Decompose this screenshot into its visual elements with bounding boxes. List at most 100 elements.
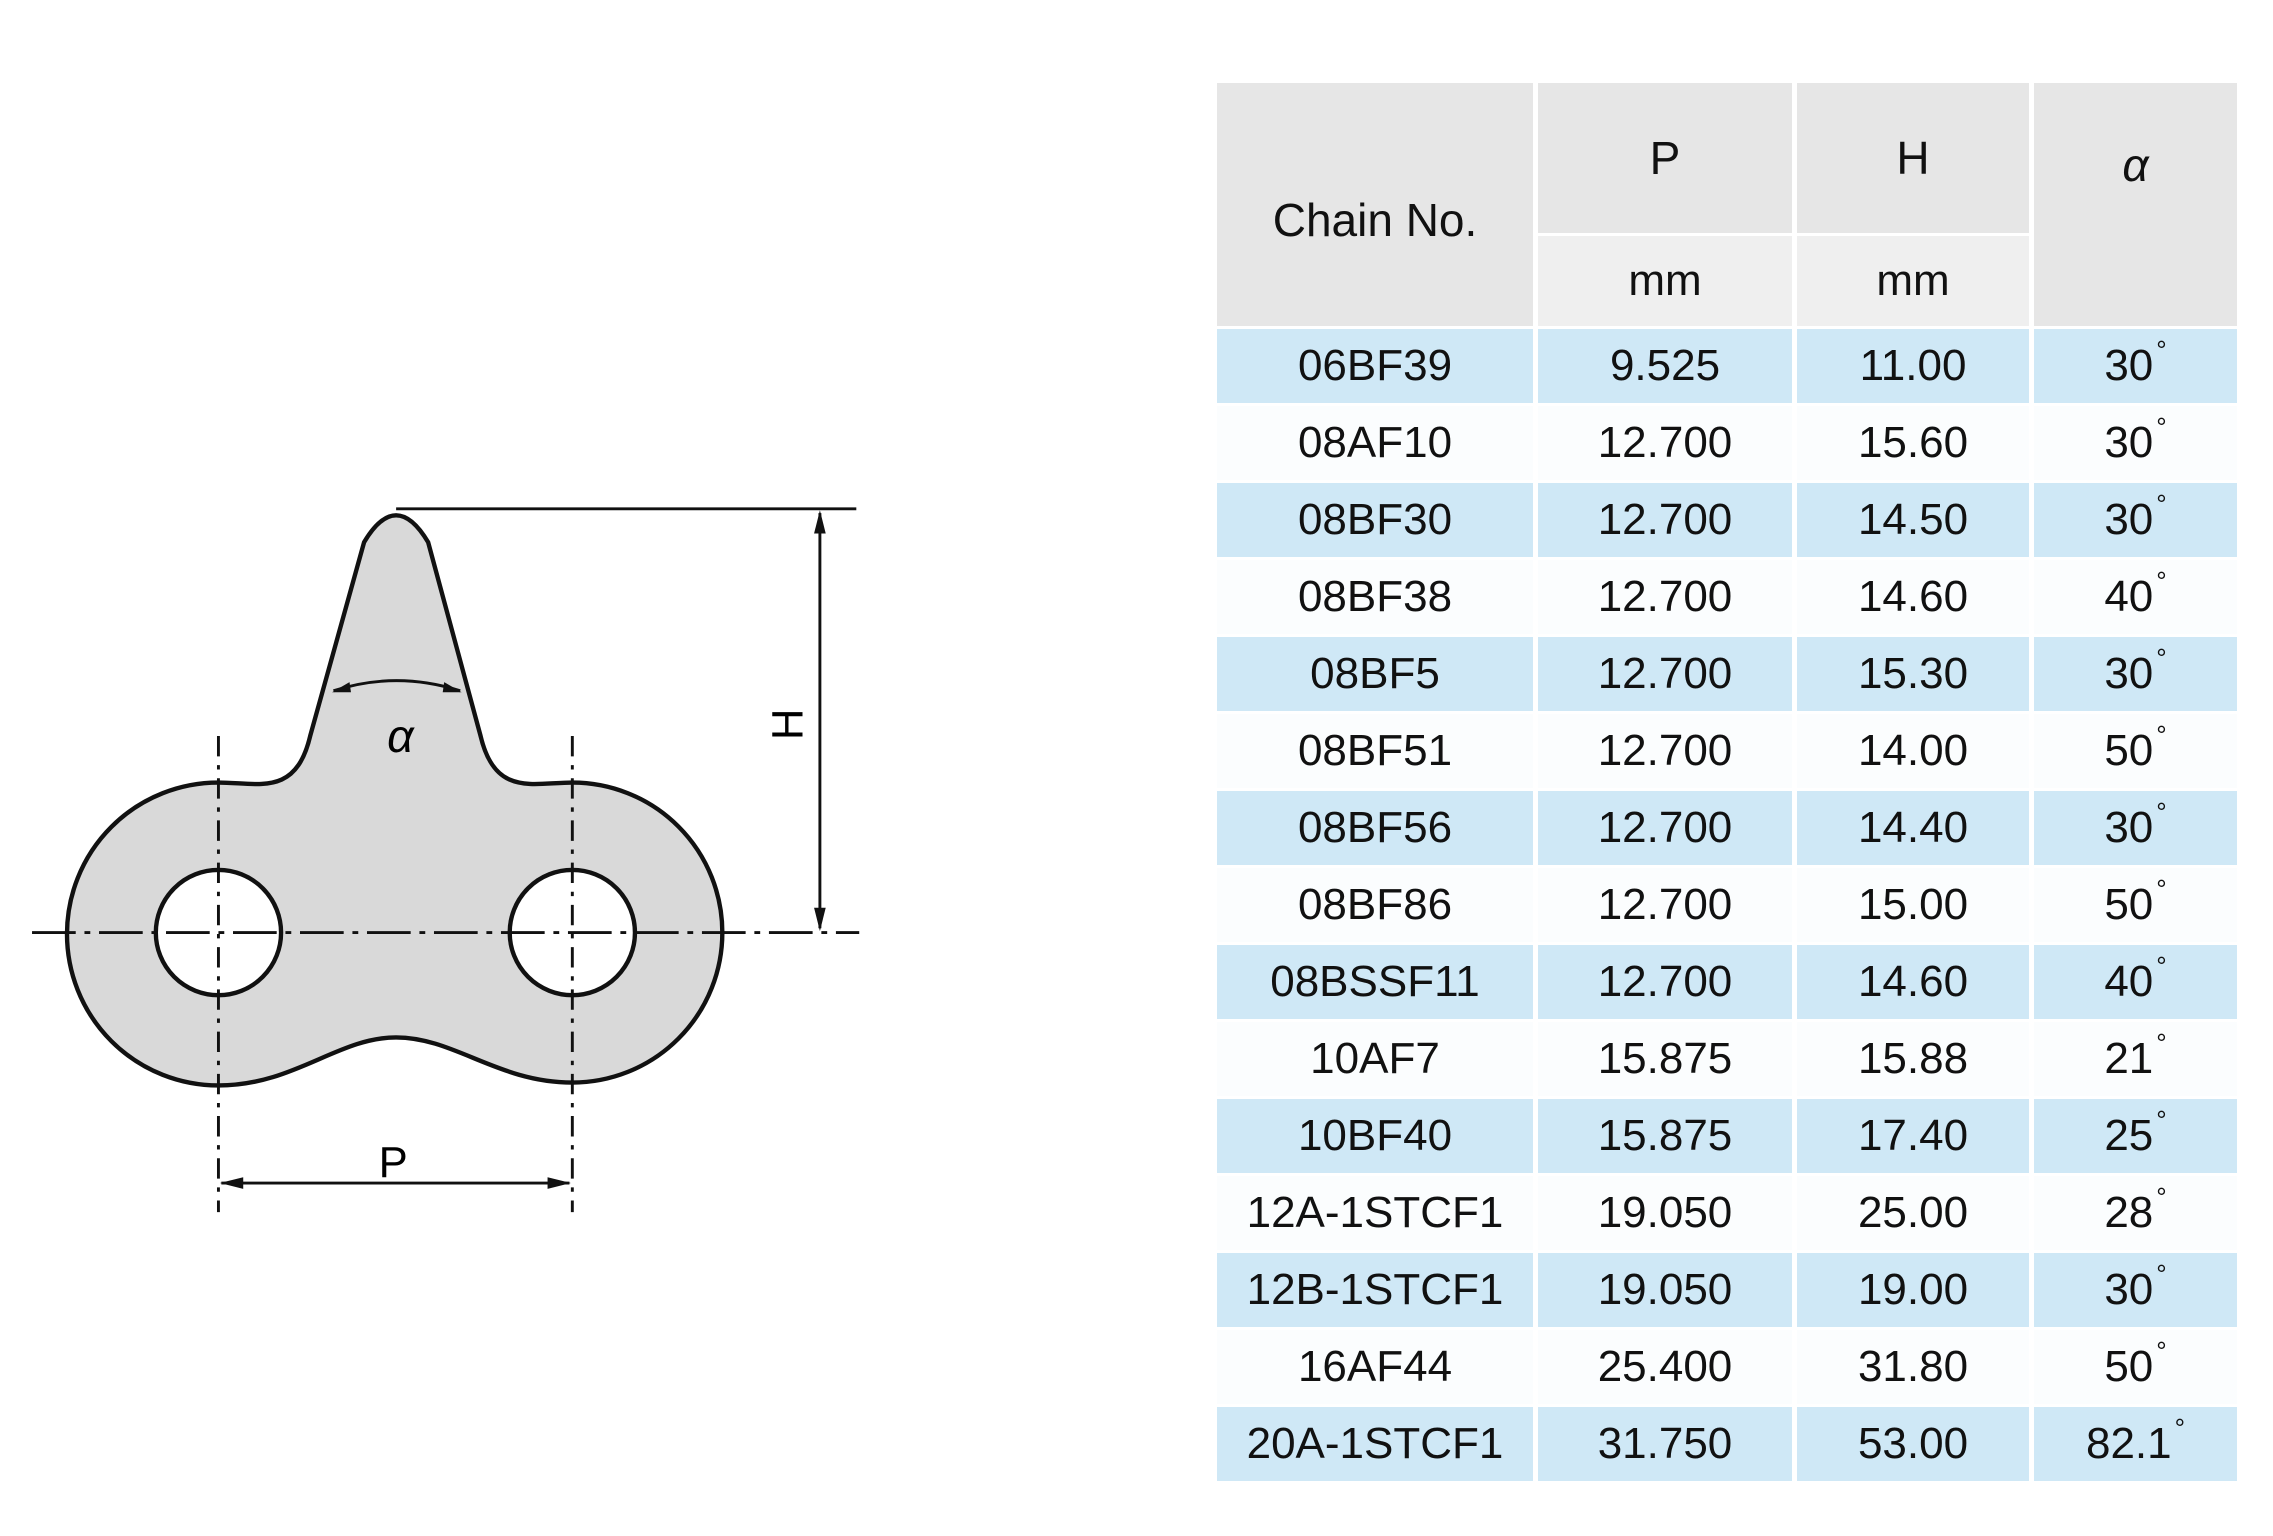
cell-chain-no: 10AF7 <box>1217 1022 1533 1096</box>
angle-label: α <box>387 710 415 762</box>
cell-p: 15.875 <box>1538 1099 1792 1173</box>
cell-chain-no-value: 08BF86 <box>1297 880 1453 929</box>
angle-arrow-right <box>442 682 462 693</box>
cell-p: 19.050 <box>1538 1176 1792 1250</box>
cell-p-value: 25.400 <box>1597 1342 1733 1391</box>
table-row: 08BSSF11 12.700 14.60 40 ° <box>1217 945 2237 1019</box>
cell-h: 15.30 <box>1797 637 2029 711</box>
cell-chain-no-value: 08AF10 <box>1297 418 1453 467</box>
cell-chain-no: 08BF56 <box>1217 791 1533 865</box>
table-row: 10AF7 15.875 15.88 21 ° <box>1217 1022 2237 1096</box>
cell-p-value: 12.700 <box>1597 726 1733 775</box>
angle-arrow-left <box>332 682 351 693</box>
cell-p: 19.050 <box>1538 1253 1792 1327</box>
cell-alpha-value: 30 <box>2104 418 2154 467</box>
pitch-arrow-right <box>547 1177 571 1189</box>
cell-chain-no: 06BF39 <box>1217 329 1533 403</box>
cell-chain-no: 08BSSF11 <box>1217 945 1533 1019</box>
cell-h: 14.00 <box>1797 714 2029 788</box>
cell-chain-no-value: 08BSSF11 <box>1270 957 1480 1006</box>
degree-symbol: ° <box>2156 566 2167 596</box>
cell-p: 12.700 <box>1538 483 1792 557</box>
cell-chain-no-value: 20A-1STCF1 <box>1246 1419 1504 1468</box>
cell-p: 31.750 <box>1538 1407 1792 1481</box>
degree-symbol: ° <box>2156 412 2167 442</box>
cell-p: 25.400 <box>1538 1330 1792 1404</box>
cell-p: 12.700 <box>1538 868 1792 942</box>
cell-alpha: 21 ° <box>2034 1022 2237 1096</box>
cell-alpha: 40 ° <box>2034 945 2237 1019</box>
cell-alpha-value: 82.1 <box>2085 1419 2172 1468</box>
cell-alpha: 30 ° <box>2034 637 2237 711</box>
cell-p: 9.525 <box>1538 329 1792 403</box>
degree-symbol: ° <box>2156 874 2167 904</box>
table-row: 12B-1STCF1 19.050 19.00 30 ° <box>1217 1253 2237 1327</box>
cell-chain-no: 08BF30 <box>1217 483 1533 557</box>
cell-alpha-value: 30 <box>2104 649 2154 698</box>
cell-h-value: 15.88 <box>1857 1034 1969 1083</box>
cell-h: 11.00 <box>1797 329 2029 403</box>
cell-alpha-value: 50 <box>2104 726 2154 775</box>
cell-p-value: 31.750 <box>1597 1419 1733 1468</box>
cell-chain-no-value: 08BF51 <box>1297 726 1453 775</box>
cell-alpha-value: 40 <box>2104 572 2154 621</box>
cell-h: 19.00 <box>1797 1253 2029 1327</box>
cell-p-value: 19.050 <box>1597 1188 1733 1237</box>
cell-h-value: 15.00 <box>1857 880 1969 929</box>
cell-alpha-value: 30 <box>2104 341 2154 390</box>
cell-chain-no-value: 08BF5 <box>1310 649 1440 698</box>
cell-h: 53.00 <box>1797 1407 2029 1481</box>
cell-p-value: 12.700 <box>1597 803 1733 852</box>
cell-alpha: 30 ° <box>2034 329 2237 403</box>
table-row: 08BF38 12.700 14.60 40 ° <box>1217 560 2237 634</box>
table-row: 06BF39 9.525 11.00 30 ° <box>1217 329 2237 403</box>
cell-p: 12.700 <box>1538 945 1792 1019</box>
cell-alpha: 30 ° <box>2034 1253 2237 1327</box>
cell-p-value: 12.700 <box>1597 880 1733 929</box>
cell-alpha: 50 ° <box>2034 1330 2237 1404</box>
cell-h-value: 14.40 <box>1857 803 1969 852</box>
cell-chain-no: 08BF5 <box>1217 637 1533 711</box>
table-row: 08BF5 12.700 15.30 30 ° <box>1217 637 2237 711</box>
cell-p: 12.700 <box>1538 714 1792 788</box>
cell-h-value: 53.00 <box>1857 1419 1969 1468</box>
cell-chain-no-value: 06BF39 <box>1297 341 1453 390</box>
cell-p-value: 19.050 <box>1597 1265 1733 1314</box>
cell-p-value: 9.525 <box>1609 341 1721 390</box>
cell-chain-no-value: 12B-1STCF1 <box>1246 1265 1504 1314</box>
cell-h: 15.00 <box>1797 868 2029 942</box>
cell-h-value: 15.60 <box>1857 418 1969 467</box>
table-row: 08BF86 12.700 15.00 50 ° <box>1217 868 2237 942</box>
cell-alpha-value: 30 <box>2104 803 2154 852</box>
cell-h: 14.60 <box>1797 560 2029 634</box>
cell-p-value: 15.875 <box>1597 1111 1733 1160</box>
cell-h-value: 11.00 <box>1859 341 1967 390</box>
cell-p: 15.875 <box>1538 1022 1792 1096</box>
cell-h-value: 31.80 <box>1857 1342 1969 1391</box>
cell-alpha: 30 ° <box>2034 406 2237 480</box>
cell-alpha: 82.1 ° <box>2034 1407 2237 1481</box>
cell-chain-no: 12A-1STCF1 <box>1217 1176 1533 1250</box>
cell-chain-no-value: 08BF38 <box>1297 572 1453 621</box>
table-row: 08BF56 12.700 14.40 30 ° <box>1217 791 2237 865</box>
cell-chain-no-value: 10AF7 <box>1310 1034 1440 1083</box>
degree-symbol: ° <box>2156 720 2167 750</box>
degree-symbol: ° <box>2156 1259 2167 1289</box>
degree-symbol: ° <box>2156 1028 2167 1058</box>
degree-symbol: ° <box>2156 1336 2167 1366</box>
cell-p-value: 12.700 <box>1597 957 1733 1006</box>
table-row: 08BF30 12.700 14.50 30 ° <box>1217 483 2237 557</box>
cell-chain-no-value: 16AF44 <box>1297 1342 1453 1391</box>
cell-alpha-value: 50 <box>2104 880 2154 929</box>
cell-alpha: 40 ° <box>2034 560 2237 634</box>
degree-symbol: ° <box>2156 1105 2167 1135</box>
cell-h: 17.40 <box>1797 1099 2029 1173</box>
cell-chain-no: 08BF38 <box>1217 560 1533 634</box>
cell-p: 12.700 <box>1538 406 1792 480</box>
cell-h: 14.60 <box>1797 945 2029 1019</box>
cell-p: 12.700 <box>1538 637 1792 711</box>
degree-symbol: ° <box>2156 797 2167 827</box>
header-h-unit: mm <box>1797 236 2029 326</box>
cell-alpha: 50 ° <box>2034 868 2237 942</box>
cell-alpha: 30 ° <box>2034 483 2237 557</box>
